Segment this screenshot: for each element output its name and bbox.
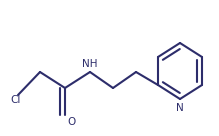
Text: O: O bbox=[68, 117, 76, 127]
Text: NH: NH bbox=[82, 59, 98, 69]
Text: Cl: Cl bbox=[10, 95, 20, 105]
Text: N: N bbox=[176, 103, 184, 113]
